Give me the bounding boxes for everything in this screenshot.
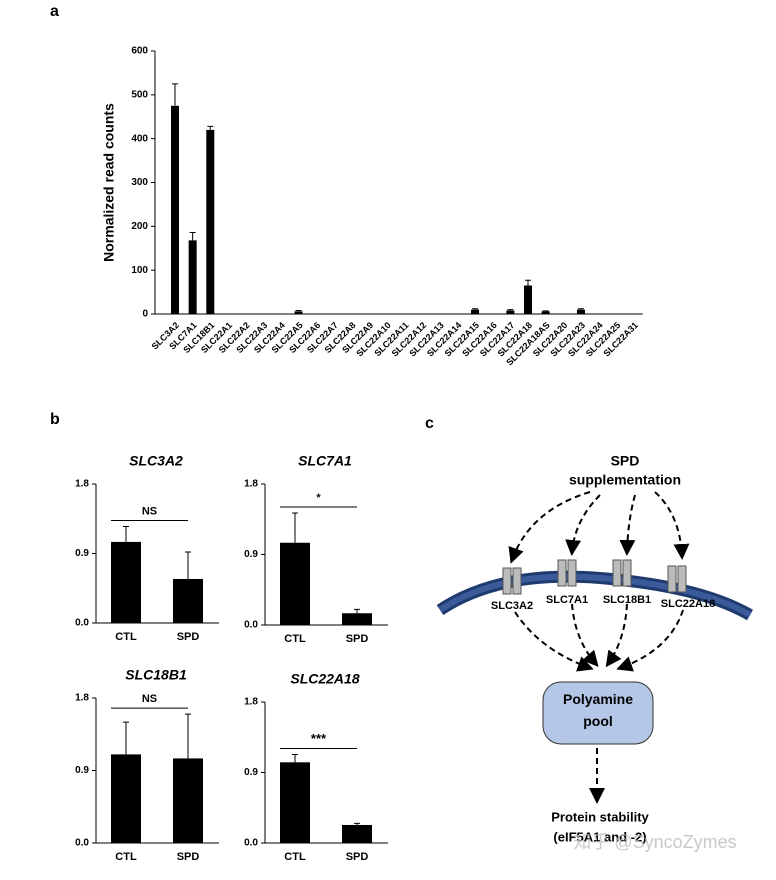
bar: [471, 310, 479, 314]
x-tick-label: SPD: [346, 851, 369, 863]
bar: [342, 613, 372, 625]
y-tick-label: 0: [142, 309, 148, 320]
error-bar: [172, 84, 178, 106]
bar: [111, 542, 141, 623]
y-tick-label: 0.0: [75, 838, 89, 849]
pool-label: Polyamine pool: [548, 688, 648, 732]
error-bar: [207, 126, 213, 130]
x-tick-label: SPD: [177, 631, 200, 643]
source-label: SPD: [611, 453, 640, 469]
transporter-label: SLC3A2: [491, 600, 533, 612]
error-bar: [472, 309, 478, 310]
bar: [173, 758, 203, 843]
x-tick-label: CTL: [115, 631, 137, 643]
target-label: Protein stability: [551, 809, 649, 824]
y-tick-label: 200: [131, 221, 148, 232]
y-tick-label: 0.0: [244, 838, 258, 849]
panel-label: c: [425, 415, 434, 432]
bar: [111, 754, 141, 843]
y-tick-label: 300: [131, 177, 148, 188]
error-bar: [185, 552, 191, 579]
y-tick-label: 0.9: [75, 548, 89, 559]
error-bar: [578, 309, 584, 310]
bar: [542, 311, 550, 314]
error-bar: [296, 310, 302, 311]
error-bar: [292, 513, 298, 543]
error-bar: [292, 754, 298, 762]
error-bar: [525, 280, 531, 285]
y-axis-label: Normalized read counts: [101, 103, 117, 262]
significance-label: NS: [142, 693, 157, 705]
transporter-label: SLC22A18: [661, 598, 715, 610]
bar: [280, 543, 310, 625]
y-tick-label: 0.0: [244, 620, 258, 631]
bar: [295, 311, 303, 314]
bar: [206, 130, 214, 314]
transporter-label: SLC18B1: [603, 594, 651, 606]
y-tick-label: 0.0: [75, 618, 89, 629]
significance-label: NS: [142, 505, 157, 517]
watermark: 知乎 @SyncoZymes: [573, 832, 736, 852]
y-tick-label: 0.9: [75, 765, 89, 776]
x-tick-label: CTL: [115, 851, 137, 863]
error-bar: [507, 310, 513, 311]
bar: [524, 286, 532, 314]
bar: [189, 240, 197, 314]
significance-label: *: [316, 492, 321, 504]
bar: [171, 106, 179, 314]
bar: [577, 310, 585, 314]
transporter-label: SLC7A1: [546, 594, 588, 606]
arrows: [512, 492, 683, 800]
x-tick-label: CTL: [284, 851, 306, 863]
bar: [506, 310, 514, 314]
x-tick-label: CTL: [284, 633, 306, 645]
y-tick-label: 100: [131, 265, 148, 276]
pool-wrap: Polyamine pool: [548, 688, 648, 738]
bar: [342, 825, 372, 843]
y-tick-label: 0.9: [244, 767, 258, 778]
error-bar: [354, 609, 360, 613]
y-tick-label: 1.8: [75, 479, 89, 490]
y-tick-label: 1.8: [75, 693, 89, 704]
error-bar: [354, 823, 360, 825]
chart-title: SLC7A1: [298, 453, 352, 469]
x-tick-label: SPD: [346, 633, 369, 645]
chart-title: SLC18B1: [125, 667, 187, 683]
source-label: supplementation: [569, 472, 681, 488]
x-tick-label: SPD: [177, 851, 200, 863]
error-bar: [123, 722, 129, 754]
y-tick-label: 400: [131, 133, 148, 144]
panel-label: a: [50, 3, 59, 20]
chart-title: SLC3A2: [129, 453, 183, 469]
y-tick-label: 500: [131, 89, 148, 100]
y-tick-label: 1.8: [244, 697, 258, 708]
bar: [173, 579, 203, 623]
bar: [280, 762, 310, 843]
error-bar: [185, 714, 191, 758]
error-bar: [190, 232, 196, 240]
significance-label: ***: [311, 731, 327, 746]
error-bar: [123, 526, 129, 541]
chart-title: SLC22A18: [290, 671, 359, 687]
y-tick-label: 0.9: [244, 549, 258, 560]
y-tick-label: 600: [131, 46, 148, 57]
panel-label: b: [50, 411, 60, 428]
y-tick-label: 1.8: [244, 479, 258, 490]
